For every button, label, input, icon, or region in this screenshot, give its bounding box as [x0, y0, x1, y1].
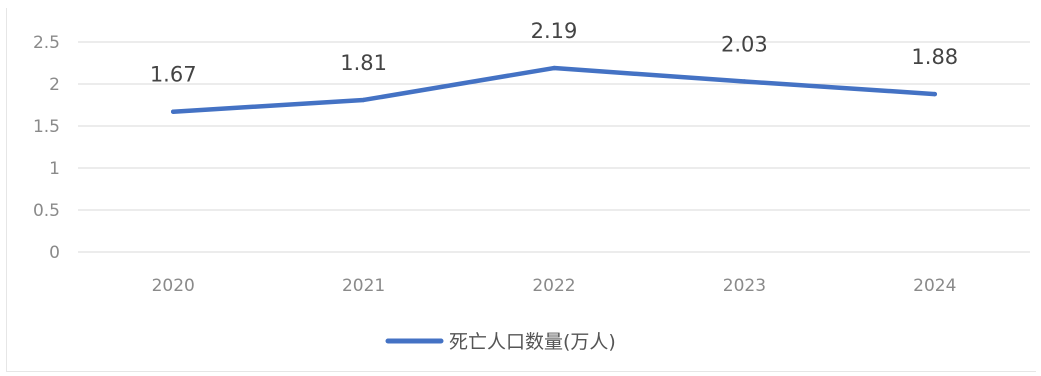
- x-axis-ticks: 2020 2021 2022 2023 2024: [152, 276, 957, 296]
- y-tick-label: 2.5: [33, 33, 60, 53]
- y-tick-label: 1.5: [33, 117, 60, 137]
- data-labels: 1.67 1.81 2.19 2.03 1.88: [150, 19, 958, 87]
- x-tick-label: 2022: [532, 276, 575, 296]
- data-point: [551, 65, 557, 71]
- x-tick-label: 2023: [723, 276, 766, 296]
- data-point: [171, 109, 176, 114]
- gridlines: [78, 41, 1030, 253]
- data-point: [742, 79, 747, 84]
- data-point: [932, 91, 937, 97]
- y-axis-ticks: 0 0.5 1 1.5 2 2.5: [33, 33, 60, 263]
- legend: 死亡人口数量(万人): [385, 331, 616, 353]
- data-label: 1.81: [340, 51, 387, 75]
- y-tick-label: 2: [49, 75, 60, 95]
- x-tick-label: 2021: [342, 276, 385, 296]
- series-group: [170, 65, 938, 114]
- y-tick-label: 1: [49, 159, 60, 179]
- x-tick-label: 2020: [152, 276, 195, 296]
- data-point: [361, 97, 366, 103]
- data-label: 2.19: [531, 19, 578, 43]
- legend-label: 死亡人口数量(万人): [449, 331, 616, 353]
- data-label: 1.67: [150, 63, 197, 87]
- x-tick-label: 2024: [913, 276, 956, 296]
- data-label: 2.03: [721, 32, 768, 56]
- y-tick-label: 0.5: [33, 201, 60, 221]
- y-tick-label: 0: [49, 243, 60, 263]
- series-line: [170, 65, 938, 114]
- data-label: 1.88: [911, 45, 958, 69]
- chart-frame: [6, 8, 1036, 372]
